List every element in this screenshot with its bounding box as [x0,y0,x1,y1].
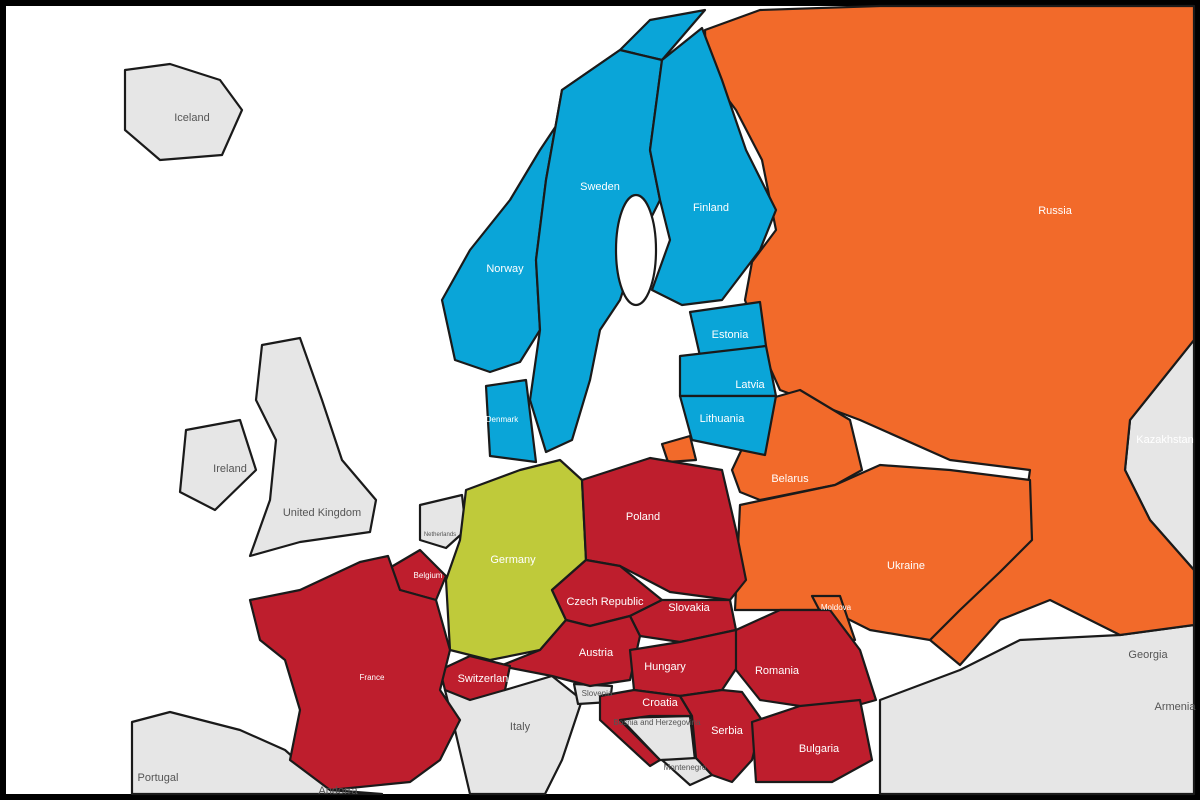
label-sweden: Sweden [580,181,620,193]
label-netherlands: Netherlands [424,532,456,538]
country-bulgaria[interactable] [750,698,874,784]
label-slovenia: Slovenia [582,689,613,698]
label-finland: Finland [693,202,729,214]
label-belgium: Belgium [414,571,443,580]
label-croatia: Croatia [642,697,678,709]
label-andorra: Andorra [318,785,358,797]
country-switzerland[interactable] [438,654,512,702]
label-italy: Italy [510,721,531,733]
country-lithuania[interactable] [678,394,778,457]
label-ireland: Ireland [213,463,247,475]
label-armenia: Armenia [1155,701,1197,713]
country-netherlands[interactable] [418,493,468,550]
country-united-kingdom[interactable] [248,336,378,558]
label-ukraine: Ukraine [887,560,925,572]
label-slovakia: Slovakia [668,602,710,614]
country-iceland[interactable] [123,62,244,162]
label-moldova: Moldova [821,603,852,612]
label-austria: Austria [579,647,614,659]
label-serbia: Serbia [711,725,744,737]
country-ireland[interactable] [178,418,258,512]
label-poland: Poland [626,511,660,523]
label-france: France [360,673,385,682]
country-france[interactable] [248,554,462,792]
label-kazakhstan: Kazakhstan [1136,434,1193,446]
label-georgia: Georgia [1128,649,1168,661]
label-iceland: Iceland [174,112,209,124]
label-romania: Romania [755,665,800,677]
label-norway: Norway [486,263,524,275]
label-bulgaria: Bulgaria [799,743,840,755]
label-denmark: Denmark [486,415,519,424]
label-latvia: Latvia [735,379,765,391]
country-russia-kaliningrad[interactable] [660,434,698,464]
country-denmark[interactable] [484,378,538,464]
country-russia[interactable] [703,4,1196,667]
label-switzerland: Switzerland [458,673,515,685]
label-germany: Germany [490,554,536,566]
label-united-kingdom: United Kingdom [283,507,361,519]
country-serbia[interactable] [678,688,764,784]
gulf-of-bothnia [614,193,658,307]
label-bosnia: Bosnia and Herzegovina [613,718,701,727]
label-montenegro: Montenegro [664,763,707,772]
label-belarus: Belarus [771,473,809,485]
label-estonia: Estonia [712,329,750,341]
label-lithuania: Lithuania [700,413,746,425]
country-italy[interactable] [443,674,584,796]
label-czech-republic: Czech Republic [566,596,644,608]
country-finland[interactable] [648,26,778,307]
country-austria[interactable] [498,614,642,688]
label-portugal: Portugal [138,772,179,784]
label-hungary: Hungary [644,661,686,673]
label-russia: Russia [1038,205,1073,217]
country-croatia[interactable] [598,688,694,768]
